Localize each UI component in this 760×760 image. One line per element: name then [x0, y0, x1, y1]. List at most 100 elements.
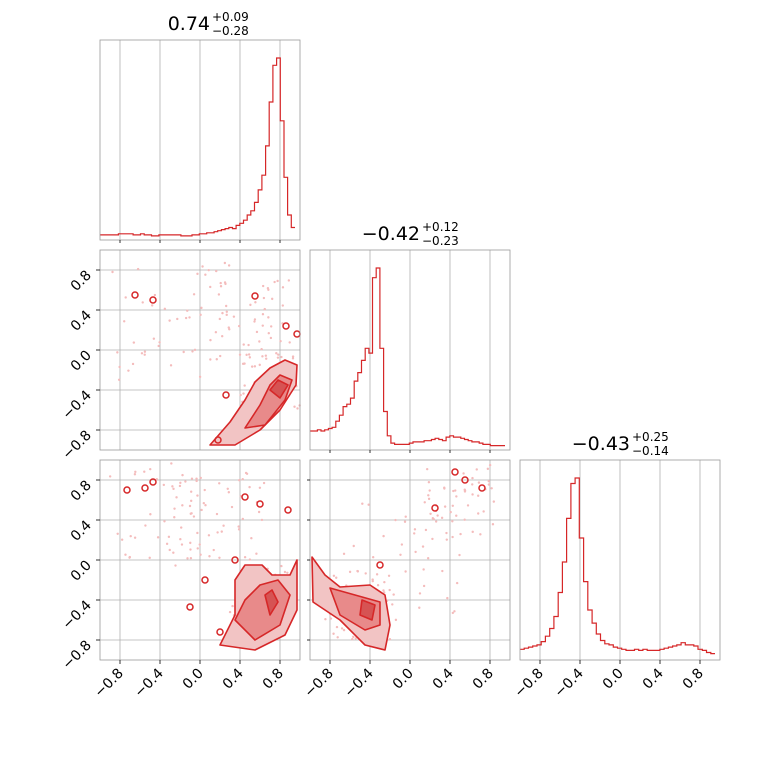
- scatter-point: [275, 352, 278, 355]
- scatter-point: [253, 318, 257, 321]
- scatter-point: [202, 501, 206, 505]
- contour-level-3: [264, 589, 279, 616]
- scatter-point: [261, 355, 264, 358]
- scatter-point: [427, 497, 431, 501]
- scatter-point: [446, 596, 449, 600]
- scatter-point: [281, 304, 285, 307]
- scatter-point: [375, 573, 379, 576]
- scatter-point: [173, 516, 176, 519]
- contour-island: [478, 484, 486, 492]
- scatter-point: [200, 306, 203, 310]
- scatter-point: [258, 486, 262, 489]
- scatter-point: [237, 324, 241, 328]
- scatter-point: [463, 518, 466, 521]
- scatter-point: [488, 463, 492, 467]
- scatter-point: [157, 344, 160, 348]
- scatter-points: [111, 261, 301, 410]
- contour-island: [241, 493, 249, 501]
- scatter-point: [155, 477, 158, 481]
- x-tick-label: −0.4: [131, 665, 166, 700]
- param-lower-error: −0.14: [632, 444, 669, 458]
- scatter-point: [277, 353, 280, 356]
- scatter-point: [451, 611, 455, 615]
- scatter-point: [189, 548, 192, 551]
- scatter-point: [225, 310, 229, 313]
- scatter-point: [214, 331, 218, 334]
- scatter-point: [189, 490, 193, 493]
- scatter-point: [270, 297, 274, 301]
- contour-island: [149, 296, 157, 304]
- panel-2-2: [539, 460, 701, 660]
- scatter-point: [209, 338, 212, 342]
- scatter-point: [394, 618, 398, 622]
- scatter-point: [132, 341, 136, 344]
- scatter-point: [404, 515, 407, 518]
- scatter-point: [144, 524, 147, 527]
- contour-island: [123, 486, 131, 494]
- scatter-point: [207, 534, 211, 537]
- scatter-point: [487, 480, 490, 483]
- scatter-point: [250, 537, 253, 540]
- scatter-point: [221, 311, 224, 315]
- scatter-point: [238, 353, 242, 356]
- scatter-point: [332, 632, 335, 635]
- scatter-point: [133, 536, 137, 539]
- scatter-point: [445, 531, 448, 535]
- panel-1-1: [329, 250, 491, 450]
- scatter-point: [441, 569, 444, 573]
- scatter-point: [149, 513, 152, 516]
- scatter-point: [445, 538, 448, 541]
- scatter-point: [382, 534, 385, 538]
- scatter-point: [179, 538, 182, 541]
- contour-island: [376, 561, 384, 569]
- scatter-point: [258, 363, 261, 367]
- scatter-point: [279, 339, 282, 343]
- scatter-point: [188, 504, 192, 508]
- contour-island: [216, 628, 224, 636]
- scatter-point: [223, 261, 227, 265]
- scatter-point: [257, 510, 261, 514]
- scatter-point: [265, 357, 268, 360]
- param-median: 0.74: [168, 13, 210, 35]
- scatter-point: [267, 316, 270, 319]
- scatter-point: [253, 320, 256, 323]
- scatter-point: [238, 479, 241, 482]
- scatter-point: [348, 570, 352, 574]
- contour-island: [131, 291, 139, 299]
- scatter-point: [186, 309, 189, 312]
- scatter-point: [129, 534, 132, 538]
- scatter-point: [455, 581, 459, 585]
- scatter-point: [189, 512, 192, 515]
- scatter-point: [227, 264, 231, 267]
- scatter-point: [168, 319, 171, 322]
- scatter-point: [286, 571, 289, 574]
- scatter-point: [224, 304, 228, 308]
- scatter-point: [262, 296, 266, 300]
- scatter-point: [116, 532, 119, 536]
- scatter-point: [148, 556, 151, 560]
- scatter-point: [133, 473, 137, 476]
- contour-island: [282, 322, 290, 330]
- contour-x2_vs_x0: [123, 478, 298, 651]
- scatter-point: [431, 517, 435, 520]
- panel-2-0: [100, 460, 300, 660]
- scatter-point: [261, 324, 264, 327]
- scatter-point: [414, 550, 417, 554]
- scatter-point: [143, 470, 146, 473]
- scatter-point: [178, 484, 182, 488]
- scatter-point: [260, 347, 263, 351]
- scatter-point: [198, 543, 201, 546]
- scatter-point: [120, 538, 124, 541]
- scatter-point: [158, 341, 161, 344]
- scatter-point: [455, 514, 458, 517]
- scatter-point: [162, 483, 166, 487]
- scatter-point: [171, 485, 174, 488]
- scatter-point: [388, 638, 392, 641]
- scatter-point: [475, 468, 478, 471]
- scatter-point: [218, 354, 222, 358]
- scatter-point: [324, 618, 327, 621]
- scatter-point: [174, 564, 177, 567]
- scatter-point: [220, 530, 223, 533]
- contour-island: [149, 478, 157, 486]
- scatter-point: [287, 279, 291, 282]
